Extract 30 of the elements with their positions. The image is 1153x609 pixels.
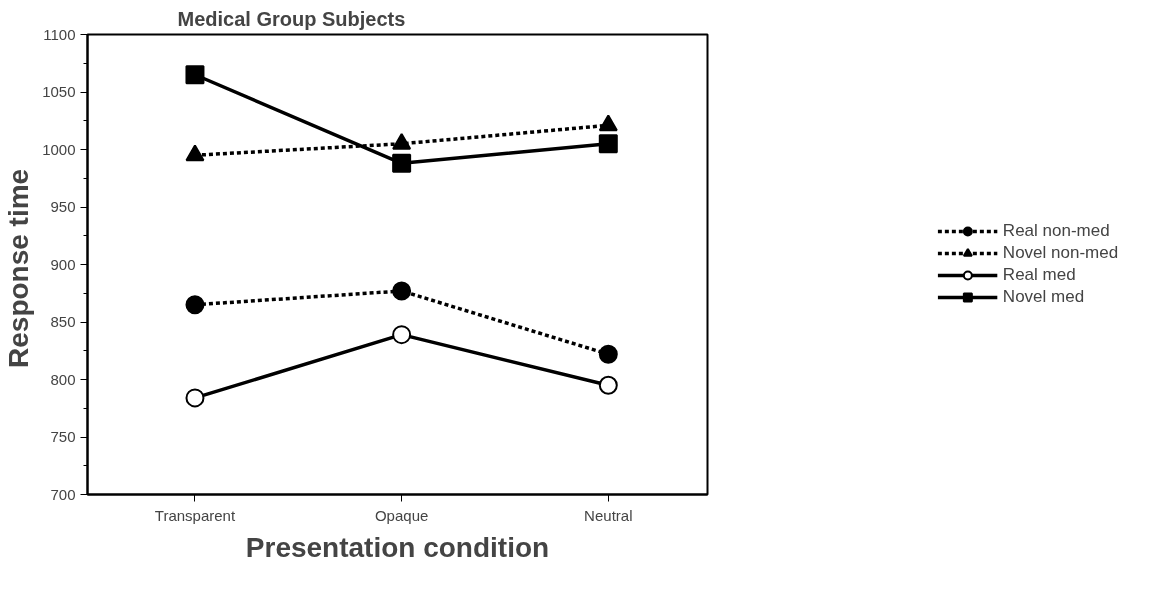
- x-tick-label: Transparent: [154, 506, 236, 524]
- legend-label: Novel med: [1002, 287, 1085, 307]
- point: [185, 388, 205, 408]
- legend-label: Novel non-med: [1002, 243, 1119, 263]
- legend-label: Real med: [1002, 265, 1076, 285]
- y-tick-label: 1000: [42, 140, 76, 158]
- point: [598, 134, 618, 154]
- point: [392, 153, 412, 173]
- y-tick-label: 950: [50, 198, 76, 215]
- legend-label: Real non-med: [1002, 221, 1110, 241]
- x-axis-title: Presentation condition: [245, 531, 550, 563]
- chart-title: Medical Group Subjects: [177, 7, 406, 30]
- point: [185, 295, 205, 315]
- point: [185, 144, 205, 162]
- y-tick-label: 900: [50, 255, 76, 273]
- y-tick-label: 800: [50, 370, 76, 388]
- point: [598, 114, 618, 132]
- point: [392, 281, 412, 301]
- y-tick-label: 1050: [42, 83, 76, 100]
- x-tick-label: Neutral: [584, 506, 633, 524]
- y-tick-label: 1100: [43, 25, 76, 43]
- point: [598, 344, 618, 364]
- y-axis-title: Response time: [3, 168, 35, 368]
- y-tick-label: 750: [50, 428, 76, 445]
- y-tick-label: 850: [50, 313, 76, 330]
- point: [598, 375, 618, 395]
- point: [392, 325, 412, 345]
- y-tick-label: 700: [50, 485, 76, 503]
- x-tick-label: Opaque: [374, 506, 429, 524]
- point: [185, 65, 205, 85]
